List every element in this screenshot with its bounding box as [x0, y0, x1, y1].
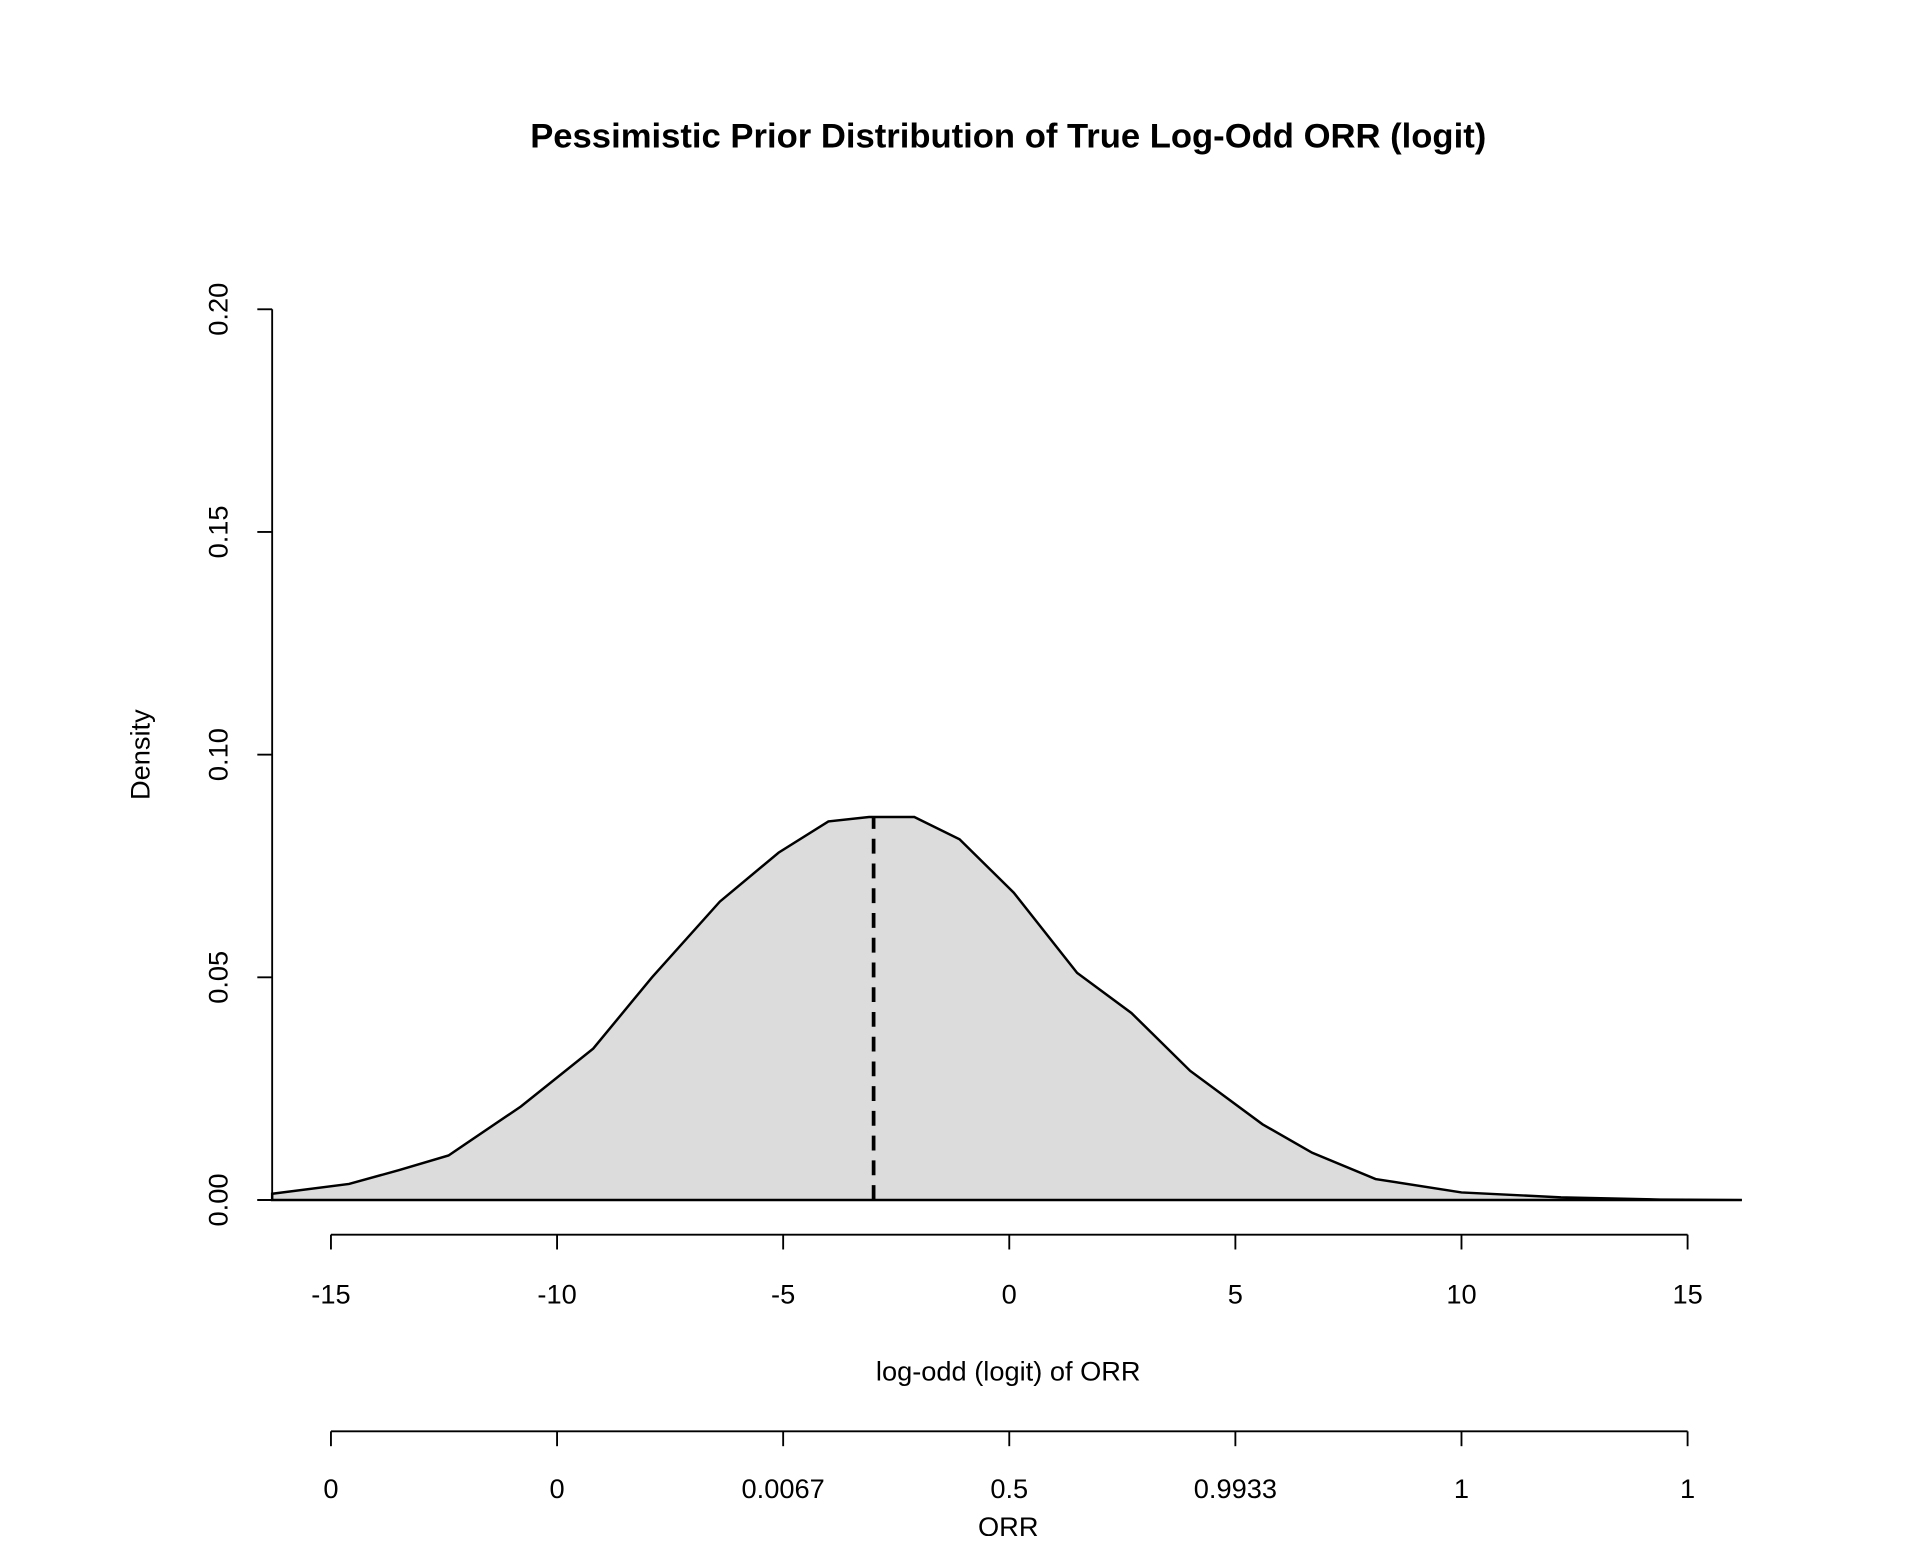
- y-tick-label: 0.15: [202, 505, 233, 558]
- x2-tick-label: 0.0067: [742, 1473, 825, 1504]
- x-tick-label: 5: [1228, 1279, 1243, 1310]
- y-tick-label: 0.05: [202, 951, 233, 1004]
- x-tick-label: -10: [537, 1279, 576, 1310]
- x-axis-title: log-odd (logit) of ORR: [876, 1355, 1141, 1386]
- x-tick-label: 0: [1002, 1279, 1017, 1310]
- density-area: [270, 815, 1742, 1202]
- x2-tick-label: 0.9933: [1194, 1473, 1277, 1504]
- y-tick-label: 0.20: [202, 283, 233, 336]
- x-tick-label: -15: [311, 1279, 350, 1310]
- x2-tick-label: 1: [1680, 1473, 1695, 1504]
- y-axis-title: Density: [124, 709, 155, 800]
- y-tick-label: 0.00: [202, 1174, 233, 1227]
- x-tick-label: 15: [1672, 1279, 1702, 1310]
- x2-axis-title: ORR: [978, 1511, 1038, 1536]
- x2-tick-label: 0: [549, 1473, 564, 1504]
- x-tick-label: -5: [771, 1279, 795, 1310]
- x2-tick-label: 1: [1454, 1473, 1469, 1504]
- y-tick-label: 0.10: [202, 728, 233, 781]
- chart-title: Pessimistic Prior Distribution of True L…: [530, 118, 1486, 156]
- x-tick-label: 10: [1446, 1279, 1476, 1310]
- x2-tick-label: 0.5: [990, 1473, 1028, 1504]
- x2-tick-label: 0: [323, 1473, 338, 1504]
